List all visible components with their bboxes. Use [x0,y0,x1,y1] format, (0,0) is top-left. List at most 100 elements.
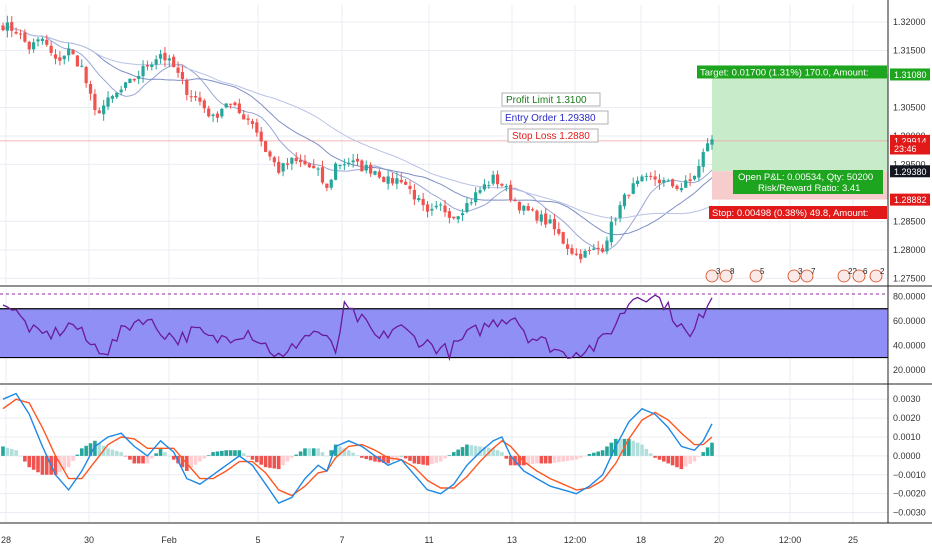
macd-histogram-bar [469,445,474,456]
macd-histogram-bar [644,448,649,456]
candle [316,168,320,170]
stop-label[interactable]: Stop: 0.00498 (0.38%) 49.8, Amount: [709,206,887,219]
candle [618,205,622,218]
macd-histogram-bar [705,447,710,456]
macd-histogram-bar [535,455,539,464]
candle [491,174,495,184]
time-tick-label: 30 [84,535,94,545]
candle [180,72,185,79]
macd-histogram-bar [346,450,351,456]
candle [644,175,648,177]
macd-histogram-bar [1,446,5,456]
macd-histogram-bar [574,455,579,460]
target-label[interactable]: Target: 0.01700 (1.31%) 170.0, Amount: [697,65,887,79]
macd-histogram-bar [259,455,264,465]
order-labels[interactable]: Profit Limit 1.3100 Entry Order 1.29380 St… [500,65,887,219]
rsi-tick-label: 80.0000 [893,292,926,302]
event-badge[interactable]: 3 [787,267,803,283]
macd-histogram-bar [18,455,23,457]
macd-histogram-bar [364,455,369,460]
candle [185,79,189,95]
entry-order-label-text: Entry Order 1.29380 [505,113,596,124]
macd-histogram-bar [592,452,596,456]
candle [75,55,80,67]
flag-icon [852,269,866,283]
candle [526,206,530,211]
event-badge[interactable]: 22 [837,267,857,283]
candle [443,205,447,213]
candle [290,157,294,164]
event-badge[interactable]: 3 [705,267,721,283]
profit-limit-label[interactable]: Profit Limit 1.3100 [501,92,601,107]
entry-order-label-box [500,110,609,125]
candle [233,102,237,106]
macd-histogram-bar [578,455,583,458]
time-tick-label: 13 [507,535,517,545]
macd-histogram-bar [425,455,430,466]
candle [158,54,163,59]
candle [434,205,438,208]
event-count: 3 [716,267,721,276]
rsi-tick-label: 40.0000 [893,340,926,350]
macd-histogram-bar [71,455,75,461]
candle [49,45,53,53]
macd-tick-label: 0.0000 [893,451,921,461]
candle [688,179,692,181]
risk-reward-text: Risk/Reward Ratio: 3.41 [758,183,860,194]
rsi-pane [0,293,888,362]
candle [548,219,552,224]
stop-loss-label[interactable]: Stop Loss 1.2880 [507,128,599,143]
time-tick-label: 18 [636,535,646,545]
event-count: 3 [798,267,803,276]
candle [119,89,123,93]
event-badge[interactable]: 2 [869,267,885,283]
candle [627,194,631,196]
candle [27,41,31,50]
event-count: 22 [848,267,857,276]
macd-histogram-bar [141,455,145,464]
candle [145,65,150,67]
macd-histogram-bar [692,455,697,462]
macd-histogram-bar [180,455,185,468]
macd-histogram-bar [517,455,522,466]
candle [460,213,465,216]
pane-separators [0,0,932,524]
candle [390,177,395,184]
macd-histogram-bar [311,448,316,456]
price-tag-label: 1.29380 [894,167,927,177]
candle [329,179,333,188]
event-badge[interactable]: 8 [719,267,735,283]
macd-histogram-bar [434,455,439,463]
candle [539,214,543,222]
macd-histogram-bar [710,442,714,456]
macd-histogram-bar [587,454,592,456]
candle [58,57,62,61]
macd-histogram-bar [395,455,399,459]
macd-histogram-bar [373,455,377,462]
price-tag [890,193,930,206]
candle [84,66,88,84]
event-badge[interactable]: 5 [749,267,765,283]
macd-histogram-bar [600,450,605,456]
event-badge[interactable]: 7 [800,267,816,283]
candle [579,253,583,260]
macd-histogram-bar [662,455,666,462]
macd-histogram-bar [675,455,679,468]
event-count: 6 [863,267,868,276]
open-pnl-label[interactable]: Open P&L: 0.00534, Qty: 50200Risk/Reward… [733,170,883,194]
entry-order-label[interactable]: Entry Order 1.29380 [500,110,609,125]
economic-events[interactable]: 3 8 5 3 7 22 6 2 [705,267,885,283]
macd-histogram-bar [93,440,97,456]
macd-histogram-bar [460,447,465,456]
macd-tick-label: 0.0010 [893,432,921,442]
price-tag [890,165,930,178]
macd-histogram-bar [294,454,299,456]
macd-histogram-bar [500,452,504,456]
event-badge[interactable]: 6 [852,267,868,283]
candle [207,108,211,117]
macd-histogram-bar [167,455,172,457]
candle [347,162,351,165]
macd-histogram-bar [276,455,281,470]
